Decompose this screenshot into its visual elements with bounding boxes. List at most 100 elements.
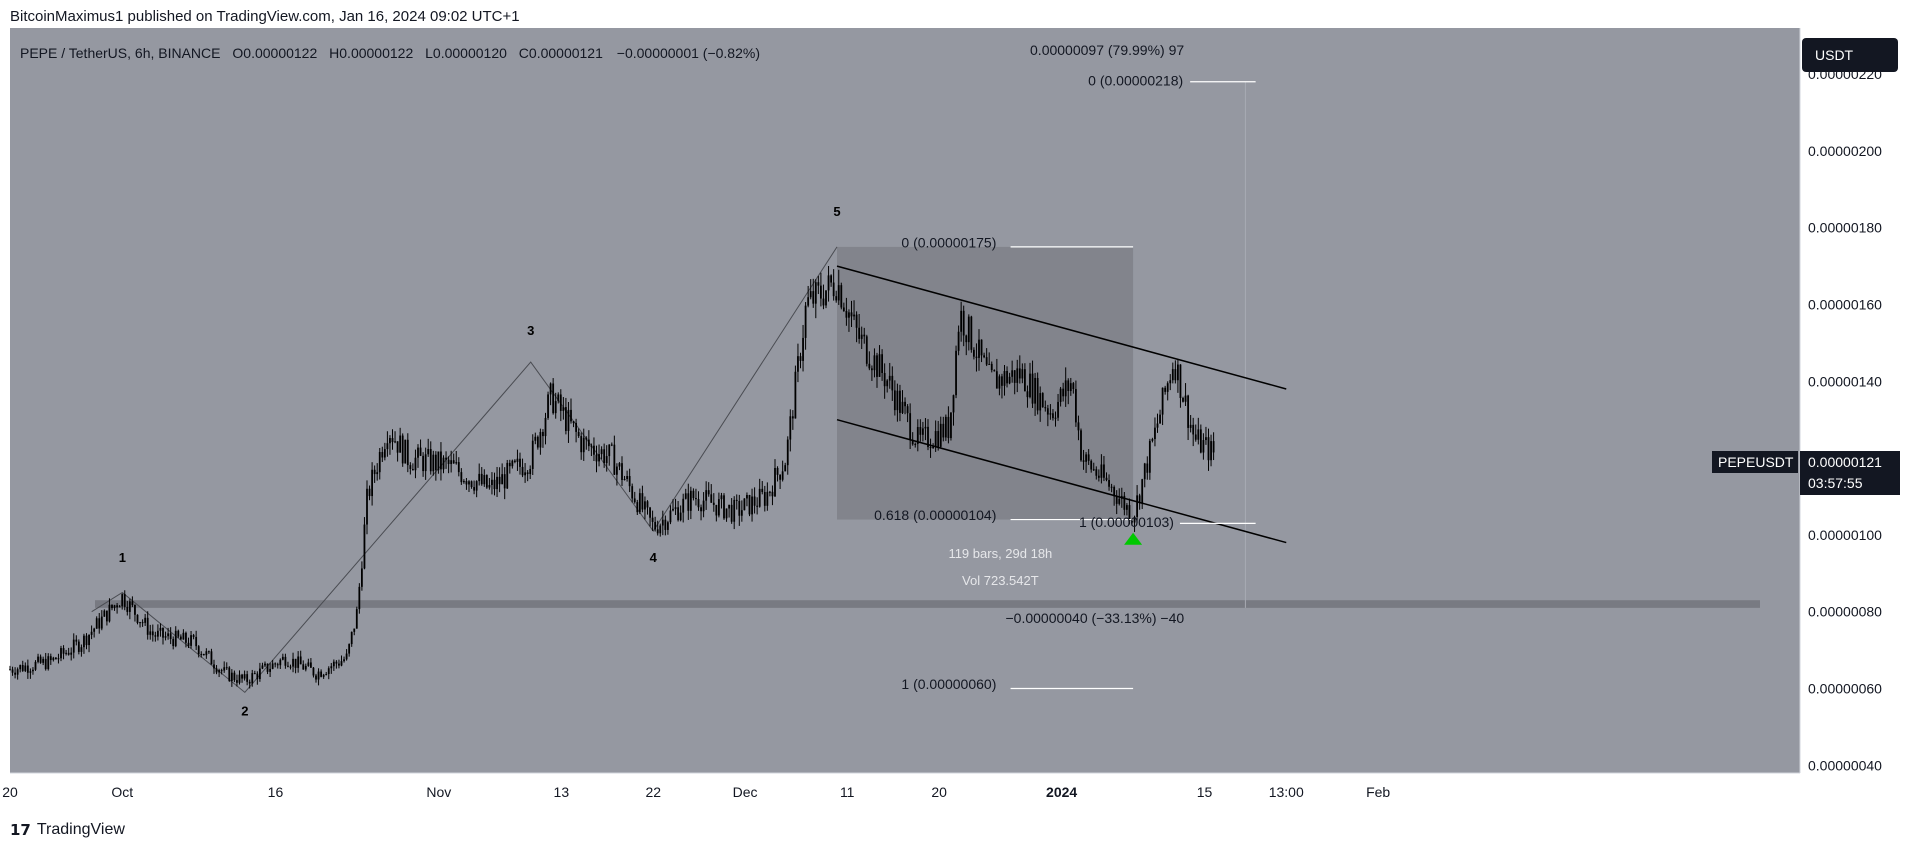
candle-body: [531, 440, 534, 469]
candle-body: [756, 505, 759, 507]
candle-body: [302, 664, 305, 670]
tradingview-logo-icon: 17: [10, 821, 31, 839]
candle-body: [904, 401, 906, 407]
candle-body: [100, 616, 103, 629]
fib-zero-label: 0 (0.00000175): [901, 234, 996, 250]
candle-body: [412, 469, 414, 471]
time-axis: [10, 773, 1800, 803]
candle-body: [1207, 437, 1210, 461]
candle-body: [128, 601, 131, 612]
candle-body: [381, 452, 384, 458]
candle-body: [524, 472, 526, 476]
candle-body: [740, 510, 743, 516]
candle-body: [208, 651, 210, 653]
channel-support-line[interactable]: [836, 418, 1287, 544]
candle-body: [52, 657, 55, 661]
candle-body: [628, 476, 631, 487]
candle-body: [376, 472, 379, 475]
channel-resistance-line[interactable]: [836, 265, 1287, 390]
candle-body: [1118, 498, 1121, 504]
candle-body: [702, 500, 705, 512]
candle-body: [468, 481, 470, 485]
candle-body: [995, 371, 998, 389]
candle-body: [960, 310, 963, 332]
candle-body: [626, 476, 628, 480]
candle-body: [363, 524, 366, 569]
candle-body: [692, 490, 695, 499]
candle-body: [1182, 397, 1184, 402]
candle-body: [368, 488, 371, 497]
candle-body: [452, 460, 455, 464]
legend-open-label: O: [232, 45, 243, 61]
candle-body: [909, 413, 912, 440]
candle-body: [83, 635, 85, 648]
candle-body: [399, 435, 402, 453]
candle-body: [1046, 408, 1049, 415]
candle-body: [825, 290, 827, 306]
candle-body: [373, 469, 376, 475]
candle-body: [990, 363, 993, 371]
candle-body: [623, 479, 626, 481]
candle-body: [1159, 414, 1161, 424]
range-bars-label: 119 bars, 29d 18h: [948, 546, 1052, 561]
candle-body: [1082, 460, 1085, 462]
candle-body: [651, 517, 654, 522]
candle-body: [401, 435, 404, 464]
candle-body: [1212, 441, 1215, 453]
candle-body: [1105, 477, 1108, 481]
publisher-credit: BitcoinMaximus1 published on TradingView…: [10, 8, 520, 25]
candle-body: [865, 336, 868, 364]
candle-body: [111, 604, 113, 609]
candle-body: [942, 423, 945, 438]
candle-body: [299, 656, 302, 665]
candle-body: [1026, 391, 1029, 398]
support-zone: [95, 600, 1760, 608]
tradingview-footer[interactable]: 17 TradingView: [10, 820, 125, 840]
candle-body: [967, 316, 970, 343]
price-tag: PEPEUSDT 0.00000121 03:57:55: [1712, 451, 1900, 495]
candle-body: [294, 658, 297, 668]
candle-body: [582, 437, 585, 453]
fib-618-label: 0.618 (0.00000104): [874, 507, 996, 523]
candle-body: [955, 350, 957, 396]
candle-body: [437, 451, 440, 471]
candle-body: [116, 605, 118, 608]
candle-body: [700, 507, 702, 512]
candle-body: [919, 427, 922, 435]
candle-body: [1085, 454, 1087, 462]
candle-body: [947, 416, 950, 439]
candle-body: [728, 504, 730, 509]
currency-button[interactable]: USDT: [1802, 38, 1898, 72]
candle-body: [450, 460, 453, 465]
candle-body: [292, 658, 294, 667]
candle-body: [534, 436, 537, 441]
candle-body: [842, 307, 845, 311]
wave-label: 4: [650, 550, 658, 565]
candle-body: [957, 331, 960, 351]
candle-body: [638, 493, 641, 513]
candle-body: [146, 617, 149, 635]
candle-body: [746, 495, 748, 499]
candle-body: [565, 407, 567, 431]
candle-body: [77, 641, 80, 652]
candle-body: [162, 627, 164, 638]
legend-open-value: 0.00000122: [243, 45, 317, 61]
candle-body: [1077, 422, 1080, 431]
candle-body: [514, 460, 516, 462]
candle-body: [281, 656, 284, 660]
candle-body: [251, 673, 254, 684]
candle-body: [511, 460, 514, 467]
candle-body: [590, 445, 593, 447]
x-tick-label: 16: [268, 784, 284, 800]
tradingview-brand: TradingView: [36, 821, 125, 838]
candle-body: [1034, 377, 1036, 404]
candle-body: [672, 508, 674, 511]
candle-body: [141, 622, 144, 624]
candle-body: [763, 492, 766, 506]
candle-body: [922, 428, 924, 435]
y-tick-label: 0.00000080: [1808, 604, 1882, 620]
candle-body: [893, 390, 896, 411]
candle-body: [409, 465, 412, 470]
candle-body: [167, 633, 169, 637]
